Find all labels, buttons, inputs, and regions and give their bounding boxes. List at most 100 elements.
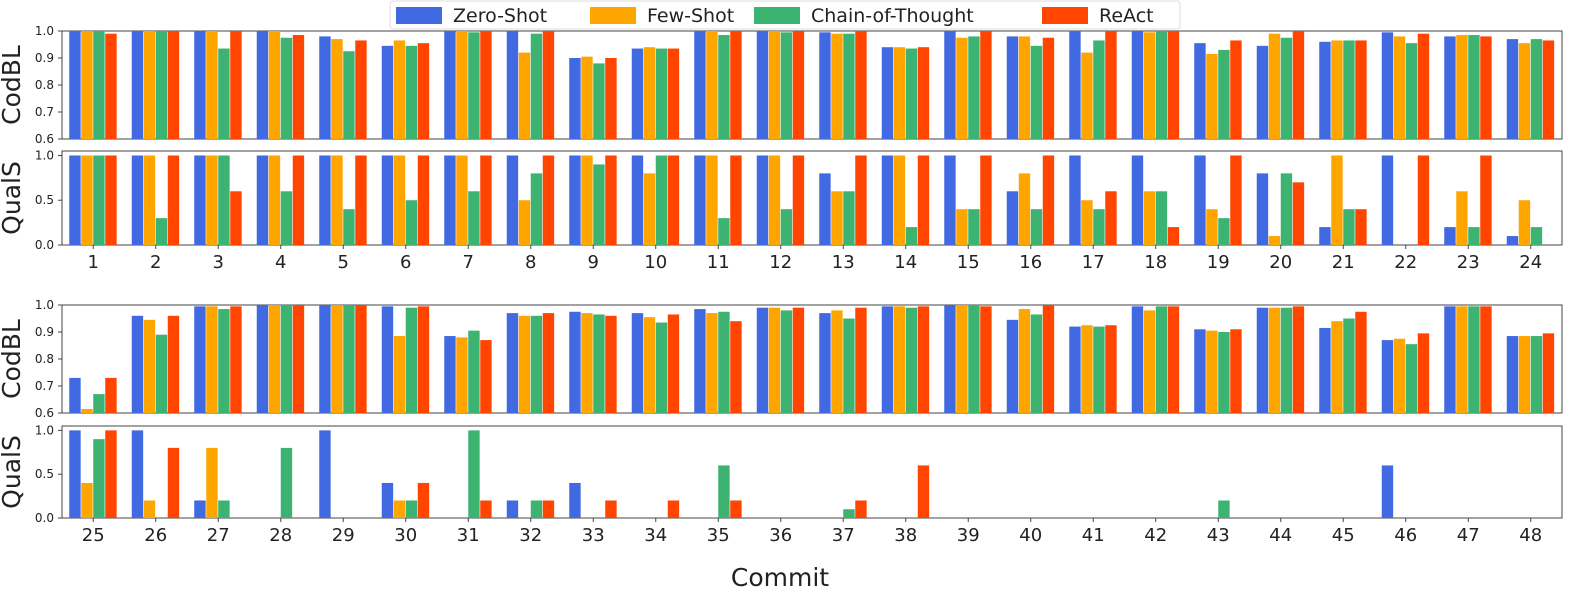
- x-tick-label: 4: [275, 252, 286, 273]
- bar-zero-shot-commit-10: [631, 48, 644, 139]
- bar-chain-of-thought-commit-14: [905, 227, 918, 245]
- bar-few-shot-commit-24: [1518, 43, 1531, 139]
- bar-react-commit-5: [355, 40, 367, 140]
- bar-chain-of-thought-commit-14: [905, 48, 918, 139]
- bar-zero-shot-commit-12: [756, 155, 769, 245]
- bar-react-commit-8: [542, 155, 555, 245]
- bar-zero-shot-commit-7: [444, 155, 456, 245]
- bar-react-commit-4: [292, 155, 305, 245]
- bar-zero-shot-commit-16: [1006, 36, 1019, 139]
- bar-chain-of-thought-commit-11: [718, 218, 730, 245]
- bar-chain-of-thought-commit-6: [405, 200, 418, 245]
- x-tick-label: 47: [1457, 525, 1480, 546]
- y-tick-label: 0.0: [35, 238, 54, 252]
- bar-react-commit-23: [1480, 36, 1492, 139]
- bar-few-shot-commit-44: [1268, 307, 1281, 413]
- legend-swatch: [1042, 7, 1088, 24]
- bar-chain-of-thought-commit-4: [280, 37, 293, 139]
- bar-zero-shot-commit-12: [756, 31, 769, 139]
- bar-chain-of-thought-commit-4: [280, 191, 293, 245]
- bar-chain-of-thought-commit-21: [1343, 40, 1355, 140]
- bar-few-shot-commit-5: [331, 155, 343, 245]
- legend-swatch: [590, 7, 636, 24]
- bar-zero-shot-commit-37: [819, 313, 831, 413]
- bar-few-shot-commit-12: [768, 155, 781, 245]
- bar-react-commit-38: [917, 465, 930, 518]
- x-tick-label: 34: [644, 525, 667, 546]
- bar-few-shot-commit-1: [81, 155, 93, 245]
- bar-chain-of-thought-commit-22: [1405, 43, 1418, 139]
- bar-chain-of-thought-commit-1: [93, 155, 105, 245]
- x-tick-label: 21: [1332, 252, 1355, 273]
- bar-chain-of-thought-commit-17: [1093, 209, 1105, 245]
- x-tick-label: 11: [707, 252, 730, 273]
- bar-chain-of-thought-commit-26: [155, 334, 168, 413]
- x-tick-label: 1: [88, 252, 99, 273]
- x-tick-label: 24: [1519, 252, 1542, 273]
- bar-few-shot-commit-18: [1143, 32, 1156, 139]
- x-tick-label: 26: [144, 525, 167, 546]
- bar-few-shot-commit-40: [1018, 309, 1031, 413]
- bar-few-shot-commit-7: [456, 31, 468, 139]
- bar-react-commit-34: [667, 314, 680, 413]
- x-tick-label: 12: [769, 252, 792, 273]
- bar-react-commit-18: [1167, 227, 1180, 245]
- bar-react-commit-25: [105, 430, 117, 518]
- bar-few-shot-commit-6: [393, 155, 406, 245]
- x-tick-label: 20: [1269, 252, 1292, 273]
- bar-few-shot-commit-47: [1456, 306, 1468, 413]
- bar-few-shot-commit-45: [1331, 321, 1343, 413]
- bar-zero-shot-commit-48: [1506, 336, 1519, 413]
- bar-chain-of-thought-commit-35: [718, 465, 730, 518]
- bar-chain-of-thought-commit-5: [343, 51, 355, 139]
- bar-chain-of-thought-commit-10: [655, 48, 668, 139]
- x-tick-label: 17: [1082, 252, 1105, 273]
- x-tick-label: 45: [1332, 525, 1355, 546]
- bar-chain-of-thought-commit-36: [780, 310, 793, 413]
- bar-few-shot-commit-1: [81, 31, 93, 139]
- bar-chain-of-thought-commit-13: [843, 33, 855, 140]
- bar-react-commit-10: [667, 155, 680, 245]
- bar-few-shot-commit-14: [893, 47, 906, 140]
- bar-chain-of-thought-commit-43: [1218, 500, 1230, 518]
- legend-entry-react: ReAct: [1042, 5, 1154, 27]
- bar-zero-shot-commit-11: [694, 155, 706, 245]
- bar-react-commit-26: [167, 315, 180, 413]
- bar-react-commit-19: [1230, 155, 1242, 245]
- bar-chain-of-thought-commit-9: [593, 164, 605, 245]
- bar-few-shot-commit-46: [1393, 338, 1406, 413]
- bar-few-shot-commit-19: [1206, 53, 1218, 140]
- bar-zero-shot-commit-3: [194, 31, 206, 139]
- x-tick-label: 27: [207, 525, 230, 546]
- bar-few-shot-commit-34: [643, 317, 656, 413]
- bar-chain-of-thought-commit-11: [718, 35, 730, 139]
- plot-frame: [61, 425, 1563, 519]
- bar-chain-of-thought-commit-29: [343, 305, 355, 413]
- bar-chain-of-thought-commit-31: [468, 330, 480, 413]
- bar-react-commit-16: [1042, 37, 1055, 139]
- x-tick-label: 6: [400, 252, 411, 273]
- bar-few-shot-commit-9: [581, 56, 593, 139]
- x-tick-label: 46: [1394, 525, 1417, 546]
- bar-zero-shot-commit-4: [256, 31, 269, 139]
- bar-zero-shot-commit-17: [1069, 31, 1081, 139]
- bar-few-shot-commit-41: [1081, 325, 1093, 413]
- bar-react-commit-13: [855, 155, 867, 245]
- bar-zero-shot-commit-45: [1319, 327, 1331, 413]
- bar-chain-of-thought-commit-1: [93, 31, 105, 139]
- bar-zero-shot-commit-19: [1194, 155, 1206, 245]
- x-tick-label: 10: [644, 252, 667, 273]
- bar-few-shot-commit-38: [893, 306, 906, 413]
- bar-zero-shot-commit-15: [944, 31, 956, 139]
- bar-chain-of-thought-commit-34: [655, 322, 668, 413]
- bar-zero-shot-commit-7: [444, 31, 456, 139]
- bar-chain-of-thought-commit-37: [843, 318, 855, 413]
- bar-zero-shot-commit-21: [1319, 227, 1331, 245]
- x-tick-label: 15: [957, 252, 980, 273]
- bar-zero-shot-commit-18: [1131, 31, 1144, 139]
- y-tick-label: 0.0: [35, 511, 54, 525]
- bar-few-shot-commit-43: [1206, 330, 1218, 413]
- bar-react-commit-8: [542, 31, 555, 139]
- bar-few-shot-commit-13: [831, 33, 843, 140]
- bar-react-commit-17: [1105, 31, 1117, 139]
